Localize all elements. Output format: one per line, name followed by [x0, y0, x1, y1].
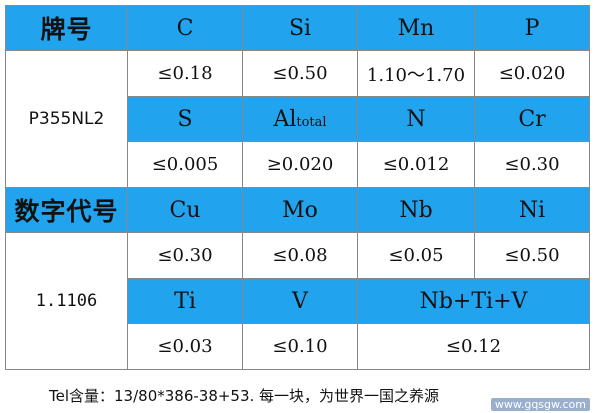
value-mn: 1.10～1.70	[357, 50, 475, 97]
value-mo: ≤0.08	[242, 232, 358, 279]
element-header-si: Si	[242, 5, 358, 51]
grade-value: P355NL2	[5, 50, 128, 188]
al-subscript: total	[296, 114, 327, 130]
table-row: 数字代号 Cu Mo Nb Ni	[5, 187, 590, 233]
value-p: ≤0.020	[474, 50, 590, 97]
table-row: 1.1106 ≤0.30 ≤0.08 ≤0.05 ≤0.50	[5, 232, 590, 370]
element-header-cu: Cu	[127, 187, 243, 233]
chemical-composition-table: 牌号 C Si Mn P P355NL2 ≤0.18 ≤0.50 1.10～1.…	[5, 5, 590, 370]
value-nb-ti-v: ≤0.12	[357, 323, 590, 370]
element-header-p: P	[474, 5, 590, 51]
table-row: P355NL2 ≤0.18 ≤0.50 1.10～1.70 ≤0.020	[5, 50, 590, 188]
value-cr: ≤0.30	[474, 141, 590, 188]
value-n: ≤0.012	[357, 141, 475, 188]
value-si: ≤0.50	[242, 50, 358, 97]
al-symbol: Al	[273, 106, 297, 132]
table-row: Ti V Nb+Ti+V	[6, 278, 590, 324]
footer-note: Tel含量：13/80*386-38+53. 每一块，为世界一国之养源	[49, 387, 440, 405]
element-header-n: N	[357, 96, 475, 142]
value-s: ≤0.005	[127, 141, 243, 188]
value-ti: ≤0.03	[127, 323, 243, 370]
value-ni: ≤0.50	[474, 232, 590, 279]
element-header-ni: Ni	[474, 187, 590, 233]
spec-sheet: 牌号 C Si Mn P P355NL2 ≤0.18 ≤0.50 1.10～1.…	[5, 5, 590, 370]
element-header-s: S	[127, 96, 243, 142]
table-row: ≤0.03 ≤0.10 ≤0.12	[6, 323, 590, 370]
number-value: 1.1106	[5, 232, 128, 370]
element-header-al-total: Altotal	[242, 96, 358, 142]
element-header-nb-ti-v: Nb+Ti+V	[357, 278, 590, 324]
value-al-total: ≥0.020	[242, 141, 358, 188]
value-v: ≤0.10	[242, 323, 358, 370]
site-watermark: www.gqsgw.com	[490, 398, 590, 411]
grade-header: 牌号	[5, 5, 128, 51]
value-c: ≤0.18	[127, 50, 243, 97]
element-header-nb: Nb	[357, 187, 475, 233]
element-header-c: C	[127, 5, 243, 51]
table-row: ≤0.005 ≥0.020 ≤0.012 ≤0.30	[6, 141, 590, 188]
element-header-mn: Mn	[357, 5, 475, 51]
value-nb: ≤0.05	[357, 232, 475, 279]
element-header-cr: Cr	[474, 96, 590, 142]
number-header: 数字代号	[5, 187, 128, 233]
element-header-v: V	[242, 278, 358, 324]
element-header-ti: Ti	[127, 278, 243, 324]
table-row: 牌号 C Si Mn P	[5, 5, 590, 51]
table-row: S Altotal N Cr	[6, 96, 590, 142]
element-header-mo: Mo	[242, 187, 358, 233]
value-cu: ≤0.30	[127, 232, 243, 279]
